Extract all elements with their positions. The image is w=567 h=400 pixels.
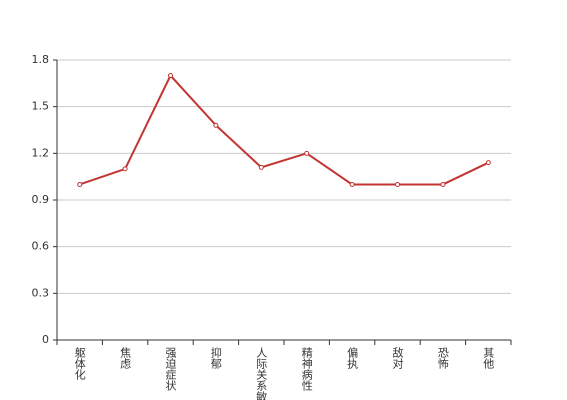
x-tick-label: 恐怖 [436,347,449,369]
y-tick-label: 1.5 [32,100,50,113]
x-tick-label: 抑郁 [209,346,222,369]
y-tick-label: 0.9 [32,193,50,206]
y-tick-label: 0.6 [32,240,50,253]
point [258,164,264,170]
x-tick-label: 敌对 [391,346,404,369]
y-tick-label: 0.3 [32,286,50,299]
x-tick-label: 强迫症状 [164,347,177,391]
point [485,160,491,166]
point [213,122,219,128]
x-tick-label: 偏执 [346,346,359,370]
y-tick-label: 1.2 [32,146,50,159]
point [395,181,400,187]
point [304,150,310,156]
x-tick-label: 焦虑 [119,347,132,369]
x-tick-label: 人际关系敏感 [255,347,268,400]
y-tick-label: 0 [42,333,49,346]
y-tick-label: 1.8 [32,53,50,66]
x-tick-label: 其他 [482,347,495,369]
point [77,181,83,187]
x-tick-label: 躯体化 [73,347,86,381]
point [168,73,173,79]
x-tick-label: 精神病性 [300,347,313,392]
point [349,181,355,187]
point [440,181,446,187]
point [122,166,128,172]
line [79,73,489,186]
